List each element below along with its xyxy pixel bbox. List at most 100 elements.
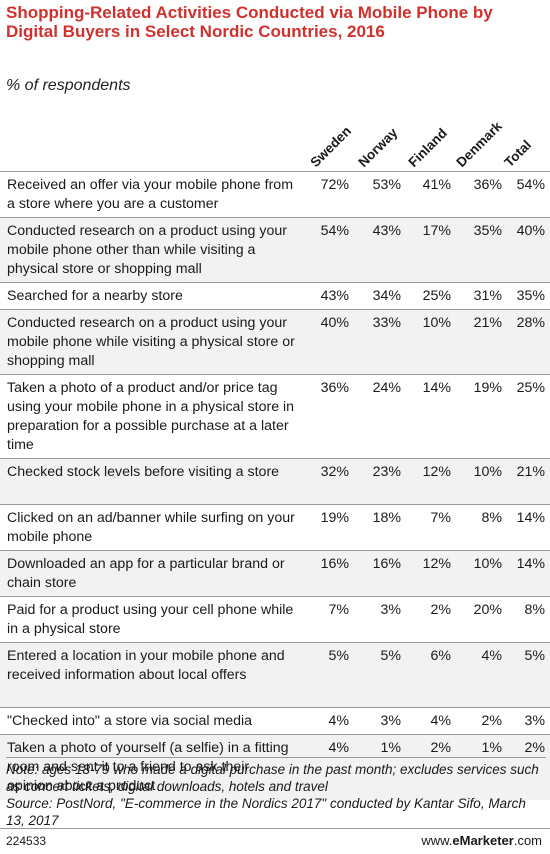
- value-cell: 4%: [430, 713, 451, 729]
- value-cell: 19%: [473, 380, 502, 396]
- value-cell: 3%: [380, 602, 401, 618]
- brand-prefix: www.: [421, 833, 453, 848]
- value-cell: 40%: [320, 315, 349, 331]
- value-cell: 4%: [481, 648, 502, 664]
- value-cell: 43%: [372, 223, 401, 239]
- table-row: Conducted research on a product using yo…: [0, 309, 550, 375]
- column-header: Total: [501, 137, 535, 170]
- table-row: Entered a location in your mobile phone …: [0, 642, 550, 708]
- value-cell: 1%: [380, 740, 401, 756]
- value-cell: 14%: [516, 556, 545, 572]
- value-cell: 7%: [430, 510, 451, 526]
- value-cell: 25%: [516, 380, 545, 396]
- brand-suffix: .com: [513, 833, 542, 848]
- value-cell: 14%: [422, 380, 451, 396]
- value-cell: 7%: [328, 602, 349, 618]
- value-cell: 12%: [422, 464, 451, 480]
- value-cell: 24%: [372, 380, 401, 396]
- value-cell: 20%: [473, 602, 502, 618]
- value-cell: 5%: [380, 648, 401, 664]
- value-cell: 2%: [481, 713, 502, 729]
- table-row: Searched for a nearby store 43% 34% 25% 31% 3…: [0, 282, 550, 310]
- value-cell: 8%: [524, 602, 545, 618]
- table-row: Taken a photo of yourself (a selfie) in …: [0, 734, 550, 800]
- chart-title: Shopping-Related Activities Conducted vi…: [6, 3, 493, 41]
- row-label: Downloaded an app for a particular brand…: [7, 556, 285, 591]
- value-cell: 10%: [473, 556, 502, 572]
- value-cell: 10%: [473, 464, 502, 480]
- value-cell: 2%: [430, 740, 451, 756]
- brand-name: eMarketer: [452, 833, 514, 848]
- value-cell: 72%: [320, 177, 349, 193]
- value-cell: 12%: [422, 556, 451, 572]
- row-label: Received an offer via your mobile phone …: [7, 177, 294, 212]
- source-text: Source: PostNord, "E-commerce in the Nor…: [6, 796, 526, 828]
- value-cell: 53%: [372, 177, 401, 193]
- value-cell: 2%: [524, 740, 545, 756]
- column-header: Denmark: [453, 118, 505, 170]
- table-row: Paid for a product using your cell phone…: [0, 596, 550, 643]
- value-cell: 34%: [372, 288, 401, 304]
- row-label: Clicked on an ad/banner while surfing on…: [7, 510, 295, 545]
- value-cell: 41%: [422, 177, 451, 193]
- value-cell: 10%: [422, 315, 451, 331]
- row-label: Entered a location in your mobile phone …: [7, 648, 285, 683]
- value-cell: 3%: [524, 713, 545, 729]
- value-cell: 35%: [473, 223, 502, 239]
- column-header-row: Sweden Norway Finland Denmark Total: [0, 104, 550, 176]
- value-cell: 6%: [430, 648, 451, 664]
- value-cell: 33%: [372, 315, 401, 331]
- value-cell: 5%: [524, 648, 545, 664]
- brand-link[interactable]: www.eMarketer.com: [421, 833, 542, 848]
- table-row: Conducted research on a product using yo…: [0, 217, 550, 283]
- value-cell: 1%: [481, 740, 502, 756]
- value-cell: 35%: [516, 288, 545, 304]
- table-row: Checked stock levels before visiting a s…: [0, 458, 550, 505]
- row-label: Searched for a nearby store: [7, 288, 183, 304]
- table-row: "Checked into" a store via social media 4…: [0, 707, 550, 735]
- value-cell: 54%: [516, 177, 545, 193]
- row-label: Conducted research on a product using yo…: [7, 223, 287, 277]
- value-cell: 19%: [320, 510, 349, 526]
- chart-id: 224533: [6, 834, 47, 848]
- value-cell: 16%: [372, 556, 401, 572]
- value-cell: 2%: [430, 602, 451, 618]
- value-cell: 4%: [328, 713, 349, 729]
- value-cell: 21%: [473, 315, 502, 331]
- chart-note: Note: ages 18-79 who made a digital purc…: [6, 757, 546, 829]
- value-cell: 36%: [473, 177, 502, 193]
- value-cell: 28%: [516, 315, 545, 331]
- table-row: Taken a photo of a product and/or price …: [0, 374, 550, 459]
- value-cell: 40%: [516, 223, 545, 239]
- value-cell: 5%: [328, 648, 349, 664]
- row-label: Taken a photo of yourself (a selfie) in …: [7, 740, 289, 794]
- value-cell: 4%: [328, 740, 349, 756]
- row-label: Checked stock levels before visiting a s…: [7, 464, 280, 480]
- value-cell: 17%: [422, 223, 451, 239]
- row-label: Paid for a product using your cell phone…: [7, 602, 294, 637]
- value-cell: 16%: [320, 556, 349, 572]
- column-header: Finland: [405, 125, 450, 170]
- value-cell: 31%: [473, 288, 502, 304]
- footer: 224533 www.eMarketer.com: [0, 828, 550, 854]
- row-label: Taken a photo of a product and/or price …: [7, 380, 295, 453]
- value-cell: 25%: [422, 288, 451, 304]
- row-label: Conducted research on a product using yo…: [7, 315, 295, 369]
- table-row: Clicked on an ad/banner while surfing on…: [0, 504, 550, 551]
- value-cell: 8%: [481, 510, 502, 526]
- chart-subtitle: % of respondents: [6, 77, 131, 94]
- note-text: Note: ages 18-79 who made a digital purc…: [6, 762, 539, 794]
- value-cell: 43%: [320, 288, 349, 304]
- value-cell: 54%: [320, 223, 349, 239]
- value-cell: 36%: [320, 380, 349, 396]
- column-header: Norway: [355, 124, 401, 170]
- value-cell: 32%: [320, 464, 349, 480]
- value-cell: 23%: [372, 464, 401, 480]
- value-cell: 14%: [516, 510, 545, 526]
- table-row: Received an offer via your mobile phone …: [0, 171, 550, 218]
- value-cell: 3%: [380, 713, 401, 729]
- value-cell: 21%: [516, 464, 545, 480]
- table-row: Downloaded an app for a particular brand…: [0, 550, 550, 597]
- column-header: Sweden: [307, 123, 355, 170]
- value-cell: 18%: [372, 510, 401, 526]
